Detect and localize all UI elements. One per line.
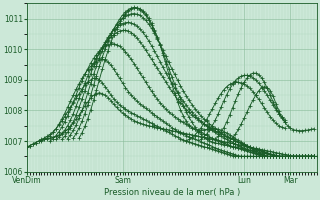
X-axis label: Pression niveau de la mer( hPa ): Pression niveau de la mer( hPa ) bbox=[104, 188, 240, 197]
